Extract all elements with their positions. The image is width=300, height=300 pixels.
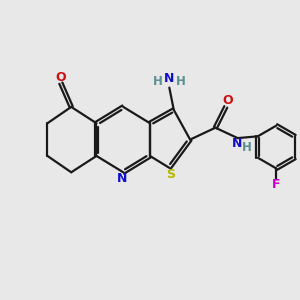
Text: N: N (164, 72, 175, 85)
Text: O: O (222, 94, 232, 107)
Text: H: H (153, 74, 163, 88)
Text: H: H (242, 141, 251, 154)
Text: N: N (232, 137, 242, 150)
Text: H: H (176, 74, 186, 88)
Text: N: N (117, 172, 127, 185)
Text: O: O (56, 71, 66, 84)
Text: S: S (166, 168, 175, 181)
Text: F: F (272, 178, 281, 191)
